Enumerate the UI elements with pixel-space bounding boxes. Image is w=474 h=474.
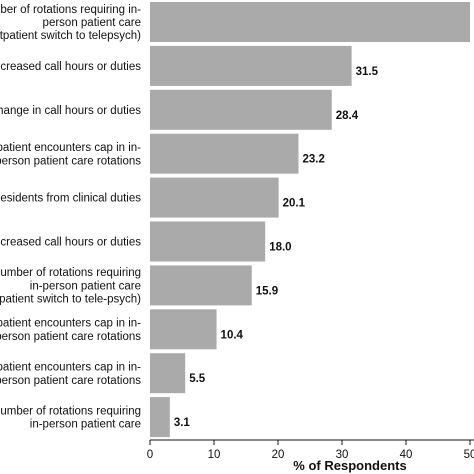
bar-6 xyxy=(150,221,266,262)
bar-1 xyxy=(150,2,470,42)
value-label-2: 31.5 xyxy=(356,66,379,78)
category-label-7: number of rotations requiring in-person p… xyxy=(0,267,141,305)
value-label-10: 3.1 xyxy=(174,417,191,429)
x-axis: 0 10 20 30 40 50 xyxy=(147,439,474,461)
x-tick-label-0: 0 xyxy=(147,449,153,461)
value-labels-group: 31.5 28.4 23.2 20.1 18.0 15.9 10.4 5.5 3.1 xyxy=(174,66,379,429)
x-tick-label-30: 30 xyxy=(336,449,349,461)
category-label-10: number of rotations requiring in-person p… xyxy=(0,406,141,431)
x-axis-title: % of Respondents xyxy=(293,458,406,473)
value-label-3: 28.4 xyxy=(336,110,359,122)
bars-group xyxy=(150,2,470,438)
x-tick-label-50: 50 xyxy=(464,449,474,461)
value-label-7: 15.9 xyxy=(256,285,278,297)
value-label-8: 10.4 xyxy=(221,329,244,341)
category-label-4: patient encounters cap in in-person pati… xyxy=(0,142,141,167)
x-tick-label-20: 20 xyxy=(272,449,285,461)
category-label-9: patient encounters cap in in-person pati… xyxy=(0,362,141,387)
category-label-2: ncreased call hours or duties xyxy=(0,61,141,73)
bar-8 xyxy=(150,309,217,350)
category-label-8: patient encounters cap in in-person pati… xyxy=(0,318,141,343)
bar-4 xyxy=(150,133,299,174)
category-label-1: mber of rotations requiring in-person pa… xyxy=(0,4,141,42)
value-label-5: 20.1 xyxy=(283,198,306,210)
category-label-5: esidents from clinical duties xyxy=(0,193,141,205)
value-label-9: 5.5 xyxy=(189,373,206,385)
bar-2 xyxy=(150,45,352,86)
bar-3 xyxy=(150,89,332,130)
bar-7 xyxy=(150,265,252,306)
bar-9 xyxy=(150,353,186,394)
bar-10 xyxy=(150,397,170,438)
category-label-3: hange in call hours or duties xyxy=(0,105,141,117)
value-label-6: 18.0 xyxy=(269,242,291,254)
value-label-4: 23.2 xyxy=(302,154,324,166)
x-tick-label-40: 40 xyxy=(400,449,413,461)
category-label-6: ecreased call hours or duties xyxy=(0,237,141,249)
bar-5 xyxy=(150,177,279,218)
x-tick-label-10: 10 xyxy=(208,449,221,461)
category-labels-group: mber of rotations requiring in-person pa… xyxy=(0,4,141,431)
